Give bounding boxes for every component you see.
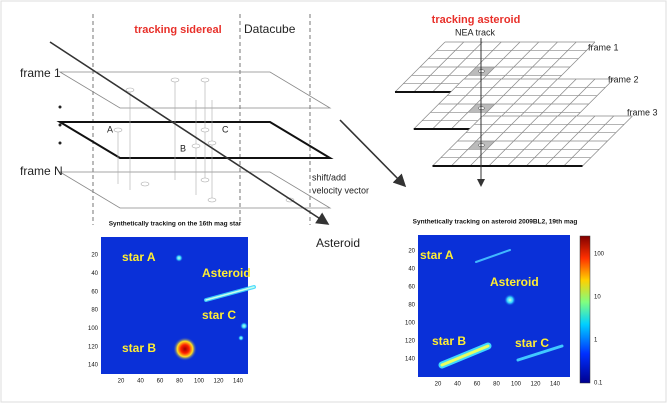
x-tick-label: 60: [474, 382, 481, 388]
y-tick-label: 40: [91, 271, 98, 277]
y-tick-label: 80: [91, 308, 98, 314]
asteroid-label: Asteroid: [316, 236, 360, 250]
colorbar-tick-label: 0.1: [594, 381, 603, 387]
frame-n-label: frame N: [20, 164, 63, 178]
x-tick-label: 80: [493, 382, 500, 388]
x-tick-label: 140: [233, 379, 244, 385]
asteroid-title: tracking asteroid: [432, 14, 521, 26]
x-tick-label: 20: [118, 379, 125, 385]
sidereal-title: tracking sidereal: [134, 24, 221, 36]
image-label: star C: [515, 336, 549, 350]
frame-1-label: frame 1: [20, 66, 61, 80]
x-tick-label: 60: [157, 379, 164, 385]
x-tick-label: 20: [435, 382, 442, 388]
image-label: star B: [122, 341, 156, 355]
nea-track-label: NEA track: [455, 27, 496, 37]
image-label: star C: [202, 308, 236, 322]
x-tick-label: 120: [213, 379, 224, 385]
y-tick-label: 100: [88, 326, 99, 332]
colorbar-tick-label: 10: [594, 295, 601, 301]
x-tick-label: 140: [550, 382, 561, 388]
shift-label: shift/add: [312, 172, 346, 182]
image-label: Asteroid: [202, 266, 251, 280]
star-label: C: [222, 124, 229, 134]
image-label: Asteroid: [490, 275, 539, 289]
frame-label: frame 2: [608, 74, 639, 84]
datacube-label: Datacube: [244, 22, 296, 36]
y-tick-label: 120: [405, 339, 416, 345]
x-tick-label: 80: [176, 379, 183, 385]
x-tick-label: 40: [454, 382, 461, 388]
y-tick-label: 80: [408, 303, 415, 309]
frame-label: frame 3: [627, 107, 658, 117]
y-tick-label: 120: [88, 344, 99, 350]
y-tick-label: 140: [88, 363, 99, 369]
y-tick-label: 60: [91, 289, 98, 295]
y-tick-label: 140: [405, 357, 416, 363]
colorbar: [580, 236, 590, 383]
image-title: Synthetically tracking on asteroid 2009B…: [413, 219, 578, 226]
y-tick-label: 20: [91, 253, 98, 259]
x-tick-label: 120: [530, 382, 541, 388]
x-tick-label: 100: [511, 382, 522, 388]
star-label: B: [180, 143, 186, 153]
y-tick-label: 40: [408, 267, 415, 273]
y-tick-label: 20: [408, 249, 415, 255]
image-label: star B: [432, 334, 466, 348]
image-title: Synthetically tracking on the 16th mag s…: [109, 221, 242, 228]
star-label: A: [107, 124, 113, 134]
y-tick-label: 100: [405, 321, 416, 327]
colorbar-tick-label: 100: [594, 252, 605, 258]
image-label: star A: [420, 248, 454, 262]
image-label: star A: [122, 250, 156, 264]
frame-label: frame 1: [588, 42, 619, 52]
figure: tracking sidereal Datacube frame 1 frame…: [0, 0, 667, 403]
y-tick-label: 60: [408, 285, 415, 291]
x-tick-label: 40: [137, 379, 144, 385]
shift-label: velocity vector: [312, 185, 369, 195]
x-tick-label: 100: [194, 379, 205, 385]
